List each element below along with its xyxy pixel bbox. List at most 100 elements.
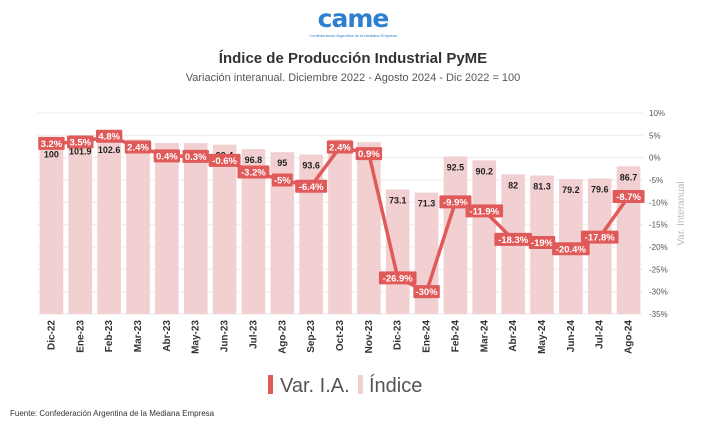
x-tick-label: Ene-23 bbox=[75, 320, 86, 353]
x-tick-label: Ago-24 bbox=[624, 320, 635, 354]
x-tick-label: Dic-23 bbox=[393, 320, 404, 350]
index-bar bbox=[212, 144, 237, 314]
var-ia-label-bg bbox=[208, 153, 241, 167]
var-ia-label: -6.4% bbox=[299, 182, 324, 193]
index-bar bbox=[385, 189, 410, 314]
index-bar bbox=[126, 139, 150, 314]
index-bar bbox=[39, 143, 64, 314]
x-tick-label: Jun-23 bbox=[220, 320, 231, 353]
y-tick-label: -5% bbox=[649, 176, 663, 185]
var-ia-label: -5% bbox=[274, 176, 291, 187]
x-tick-label: Jul-24 bbox=[595, 320, 606, 349]
var-ia-label-bg bbox=[237, 165, 270, 179]
index-bar-label: 95 bbox=[277, 158, 287, 168]
y-tick-label: -30% bbox=[649, 288, 668, 297]
var-ia-label: -18.3% bbox=[498, 235, 529, 246]
index-bar bbox=[299, 154, 323, 314]
var-ia-label-bg bbox=[465, 204, 504, 218]
index-bar bbox=[68, 140, 93, 314]
var-ia-label-bg bbox=[182, 149, 209, 163]
x-tick-label: May-24 bbox=[537, 320, 548, 354]
x-tick-label: Mar-23 bbox=[133, 320, 144, 353]
index-bar bbox=[587, 178, 612, 314]
y-tick-label: -35% bbox=[649, 310, 668, 319]
x-tick-label: Abr-24 bbox=[508, 320, 519, 352]
index-bar bbox=[357, 142, 381, 314]
chart-subtitle: Variación interanual. Diciembre 2022 - A… bbox=[185, 72, 521, 84]
x-tick-label: Ene-24 bbox=[422, 320, 433, 353]
y-tick-label: -10% bbox=[649, 198, 668, 207]
index-bar bbox=[472, 160, 497, 314]
var-ia-label-bg bbox=[378, 271, 417, 285]
index-bar-label: 82 bbox=[508, 180, 518, 190]
index-bar-label: 92.5 bbox=[447, 162, 465, 172]
var-ia-label: 0.3% bbox=[185, 152, 207, 163]
index-bar-label: 71.3 bbox=[418, 199, 436, 209]
var-ia-label: -19% bbox=[531, 238, 554, 249]
chart-title: Índice de Producción Industrial PyME bbox=[218, 50, 488, 67]
index-bar-label: 79.2 bbox=[562, 185, 580, 195]
var-ia-label: -26.9% bbox=[383, 273, 414, 284]
var-ia-label: -30% bbox=[415, 287, 438, 298]
index-bar bbox=[443, 156, 468, 314]
var-ia-label-bg bbox=[355, 147, 383, 161]
var-ia-label-bg bbox=[271, 173, 293, 187]
logo-subtext: Confederación Argentina de la Mediana Em… bbox=[309, 33, 397, 38]
var-ia-label: 0.4% bbox=[156, 151, 178, 162]
y-tick-label: -25% bbox=[649, 265, 668, 274]
var-ia-label: 4.8% bbox=[98, 132, 120, 143]
var-ia-label-bg bbox=[95, 129, 123, 143]
index-bar-label: 81.3 bbox=[533, 182, 551, 192]
var-ia-label: -0.6% bbox=[212, 156, 237, 167]
var-ia-label-bg bbox=[295, 179, 328, 193]
var-ia-label: 3.2% bbox=[41, 139, 63, 150]
index-bar bbox=[183, 143, 208, 314]
var-ia-label: 0.9% bbox=[358, 149, 380, 160]
var-ia-label: -8.7% bbox=[616, 192, 641, 203]
x-tick-label: Nov-23 bbox=[364, 320, 375, 354]
came-logo: came Confederación Argentina de la Media… bbox=[0, 6, 706, 39]
var-ia-label-bg bbox=[612, 190, 645, 204]
var-ia-label-bg bbox=[153, 149, 181, 163]
x-tick-label: Ago-23 bbox=[277, 320, 288, 354]
index-bar bbox=[328, 139, 352, 314]
var-ia-label-bg bbox=[124, 140, 152, 154]
y-tick-label: 10% bbox=[649, 109, 665, 118]
var-ia-label: 2.4% bbox=[329, 142, 351, 153]
index-bar bbox=[270, 152, 295, 314]
x-tick-label: Abr-23 bbox=[162, 320, 173, 352]
var-ia-label-bg bbox=[413, 285, 440, 299]
index-bar-label: 100 bbox=[44, 150, 59, 160]
var-ia-label-bg bbox=[552, 242, 590, 256]
x-tick-label: Oct-23 bbox=[335, 320, 346, 352]
var-ia-label-bg bbox=[580, 230, 619, 244]
var-ia-label-bg bbox=[528, 236, 556, 250]
index-bar bbox=[414, 192, 439, 314]
var-ia-label-bg bbox=[67, 135, 94, 149]
index-bar bbox=[616, 166, 641, 314]
index-bar bbox=[97, 139, 121, 314]
y-tick-label: 0% bbox=[649, 154, 661, 163]
var-ia-label-bg bbox=[326, 140, 354, 154]
var-ia-label: 3.5% bbox=[69, 138, 91, 149]
legend-bar-label: Índice bbox=[369, 374, 422, 397]
var-ia-label: 2.4% bbox=[127, 142, 149, 153]
index-bar-label: 79.6 bbox=[591, 184, 609, 194]
index-bar-label: 102.6 bbox=[98, 145, 121, 155]
var-ia-label: -17.8% bbox=[585, 233, 616, 244]
x-tick-label: Jun-24 bbox=[566, 320, 577, 353]
x-tick-label: Feb-23 bbox=[104, 320, 115, 353]
y-axis-title: Var. Interanual bbox=[676, 181, 687, 245]
var-ia-label: -3.2% bbox=[241, 167, 266, 178]
var-ia-label-bg bbox=[494, 232, 532, 246]
x-tick-label: Sep-23 bbox=[306, 320, 317, 353]
index-bar-label: 96.8 bbox=[245, 155, 263, 165]
var-ia-label-bg bbox=[439, 195, 472, 209]
index-bar-label: 73.1 bbox=[389, 195, 407, 205]
var-ia-label-bg bbox=[38, 136, 65, 150]
index-bar-label: 90.2 bbox=[476, 166, 494, 176]
var-ia-label: -11.9% bbox=[469, 206, 499, 217]
index-bar bbox=[155, 142, 179, 314]
y-tick-label: -15% bbox=[649, 221, 668, 230]
